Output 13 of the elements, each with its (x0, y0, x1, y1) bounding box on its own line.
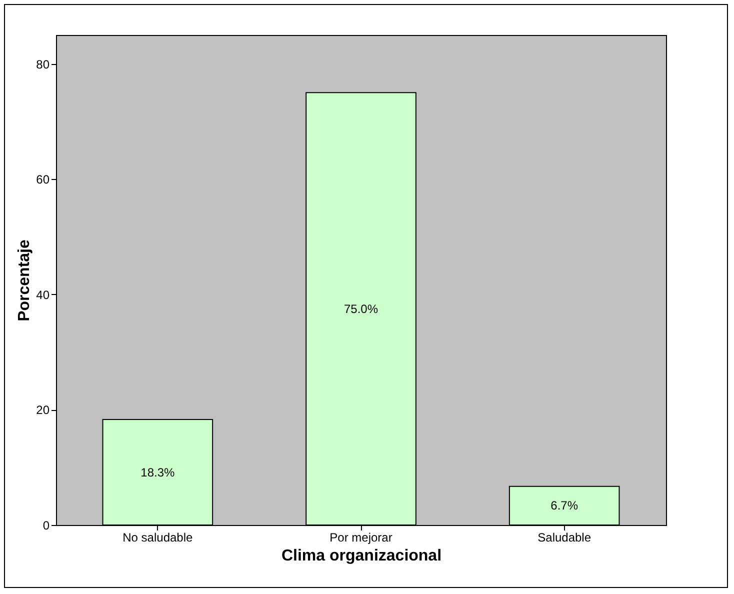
data-label: 75.0% (344, 302, 378, 316)
y-tick-label: 60 (36, 172, 50, 187)
x-axis-title: Clima organizacional (281, 548, 442, 564)
y-tick-label: 40 (36, 288, 50, 302)
x-tick-label: No saludable (122, 530, 194, 544)
y-axis-title: Porcentaje (16, 239, 34, 322)
y-tick-label: 20 (36, 403, 50, 418)
data-label: 18.3% (140, 465, 176, 480)
x-tick-label: Por mejorar (330, 530, 392, 544)
x-tick-label: Saludable (538, 530, 592, 544)
y-tick-label: 80 (36, 57, 50, 72)
data-label: 6.7% (550, 498, 578, 513)
y-tick-label: 0 (42, 518, 50, 532)
